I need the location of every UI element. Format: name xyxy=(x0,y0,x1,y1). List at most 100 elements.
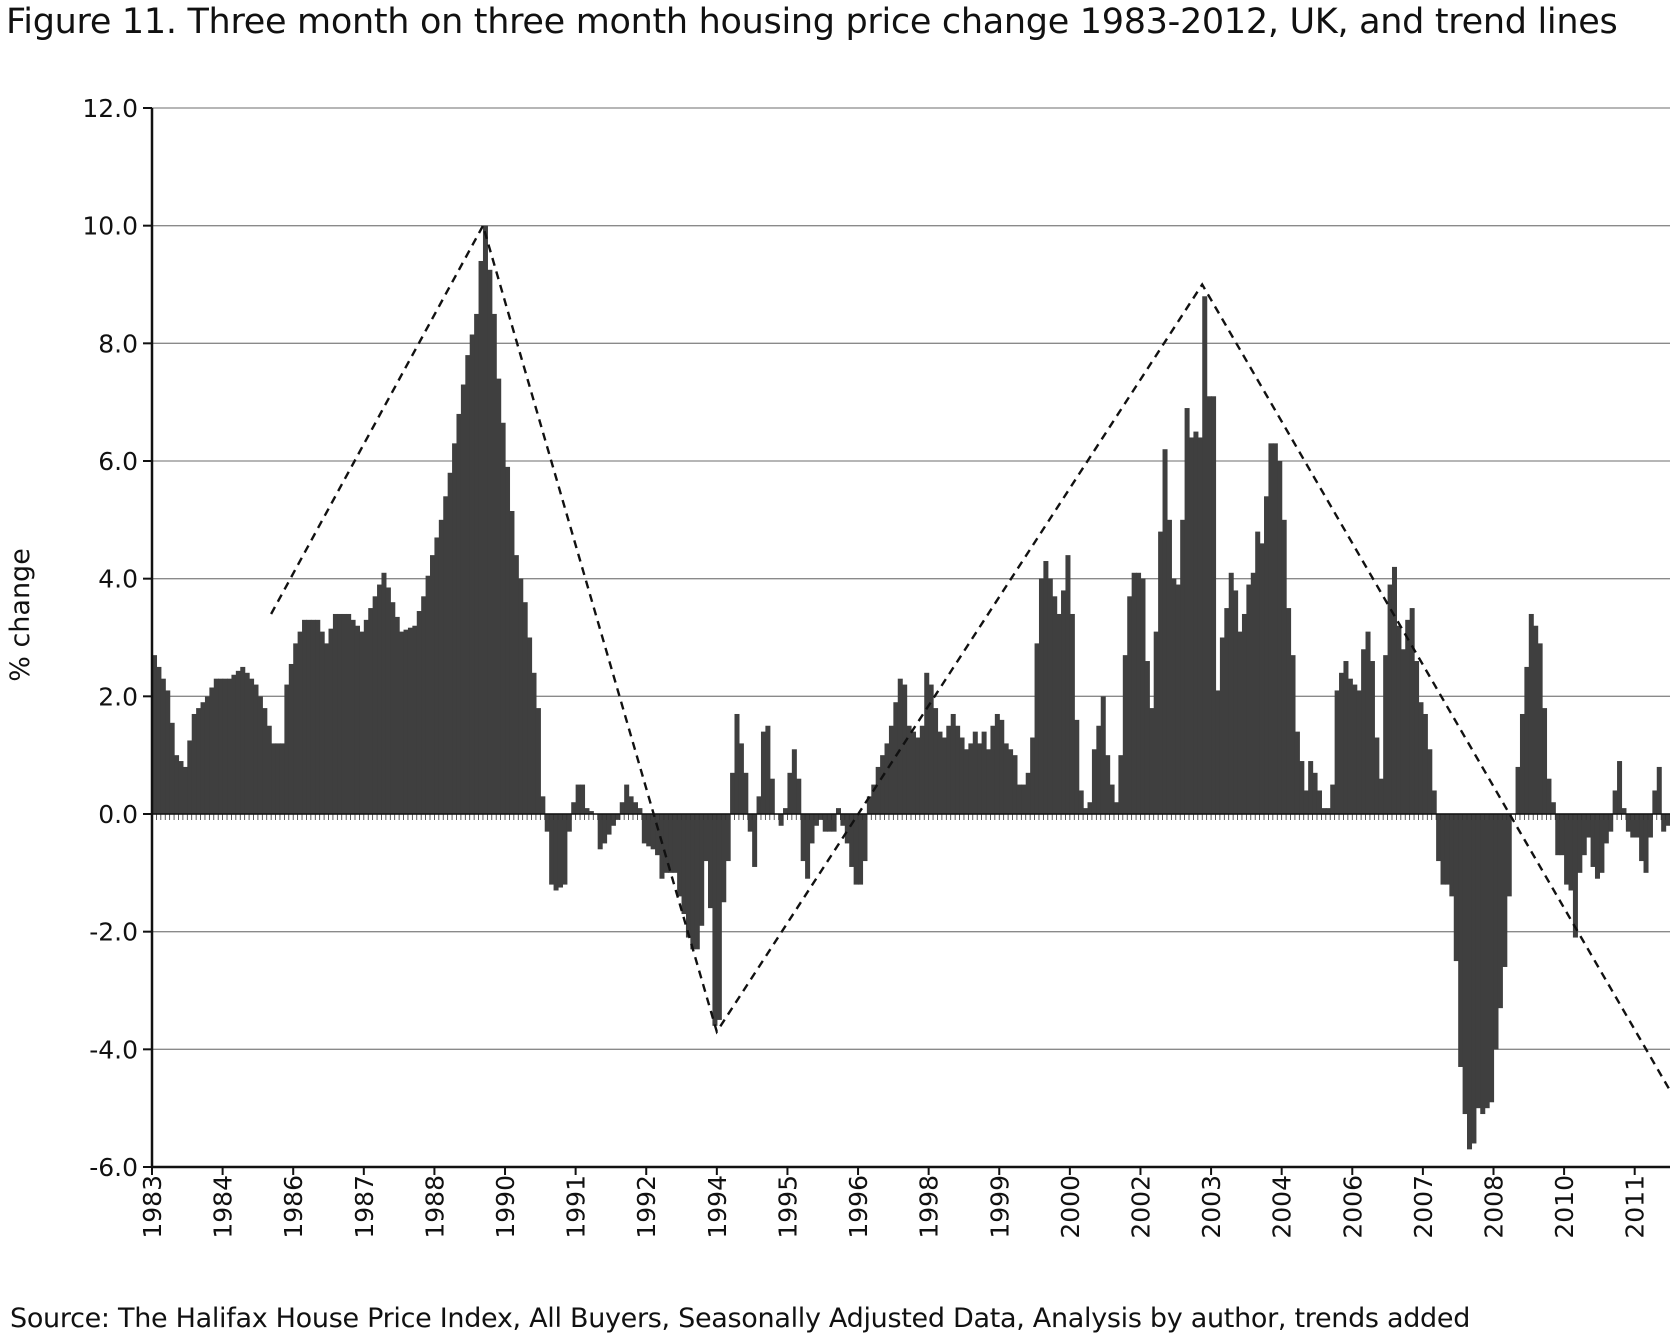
bar xyxy=(637,808,643,814)
bar xyxy=(390,602,396,814)
bar xyxy=(818,814,824,820)
figure-title: Figure 11. Three month on three month ho… xyxy=(6,2,1618,42)
bar xyxy=(858,814,864,885)
bar xyxy=(540,796,546,814)
bar xyxy=(1158,531,1164,814)
bar xyxy=(610,814,616,826)
bar xyxy=(646,814,652,847)
bar xyxy=(1206,396,1212,814)
y-tick-label: 8.0 xyxy=(98,329,138,358)
bar xyxy=(906,725,912,814)
bar xyxy=(602,814,608,844)
bar xyxy=(385,587,391,814)
bar xyxy=(893,702,899,814)
bar xyxy=(1621,808,1627,814)
bar xyxy=(1436,814,1442,862)
bar xyxy=(460,384,466,814)
bar xyxy=(1374,737,1380,814)
bar xyxy=(1537,643,1543,814)
bar xyxy=(279,743,285,814)
bar xyxy=(1171,578,1177,814)
bar xyxy=(1515,766,1521,814)
bar xyxy=(1480,814,1486,1115)
bar xyxy=(615,814,621,820)
bar xyxy=(235,670,241,814)
bar xyxy=(469,334,475,814)
bar xyxy=(641,814,647,844)
bar xyxy=(1467,814,1473,1150)
bar xyxy=(884,743,890,814)
bar xyxy=(1021,784,1027,814)
bar xyxy=(474,313,480,814)
bar xyxy=(1458,814,1464,1067)
bar xyxy=(1603,814,1609,844)
bar xyxy=(1241,613,1247,814)
bar xyxy=(1219,637,1225,814)
bar xyxy=(1316,790,1322,814)
bar xyxy=(257,696,263,814)
bar xyxy=(1074,719,1080,814)
bar xyxy=(690,814,696,950)
bar xyxy=(1299,761,1305,814)
bar xyxy=(1197,437,1203,814)
axes xyxy=(143,107,1670,1175)
y-tick-label: -6.0 xyxy=(89,1153,138,1182)
bar xyxy=(584,808,590,814)
bar xyxy=(253,684,259,814)
bar xyxy=(725,814,731,862)
bar xyxy=(1608,814,1614,832)
bar xyxy=(531,672,537,814)
bar xyxy=(1347,678,1353,814)
bar xyxy=(191,713,197,814)
bar xyxy=(1533,625,1539,814)
bar xyxy=(866,796,872,814)
bar xyxy=(1052,596,1058,814)
bar xyxy=(557,814,563,888)
bar xyxy=(1091,749,1097,814)
bar xyxy=(1387,584,1393,814)
bar xyxy=(1140,578,1146,814)
bar xyxy=(1325,808,1331,814)
bar xyxy=(1162,449,1168,814)
bar xyxy=(332,613,338,814)
bar xyxy=(783,808,789,814)
bar xyxy=(597,814,603,850)
bar xyxy=(160,678,166,814)
bar xyxy=(1414,661,1420,814)
bar xyxy=(897,678,903,814)
x-tick-label: 1984 xyxy=(209,1175,238,1239)
bar xyxy=(200,702,206,814)
bar xyxy=(844,814,850,844)
bar xyxy=(1312,772,1318,814)
bar xyxy=(1003,743,1009,814)
bar xyxy=(443,496,449,814)
bar xyxy=(407,627,413,814)
bar xyxy=(1025,772,1031,814)
bar xyxy=(1193,431,1199,814)
bar xyxy=(580,784,586,814)
bar xyxy=(310,619,316,814)
bar xyxy=(827,814,833,832)
bar xyxy=(416,611,422,814)
bar xyxy=(849,814,855,867)
bar xyxy=(1475,814,1481,1109)
bar xyxy=(963,749,969,814)
bar xyxy=(1250,572,1256,814)
bar xyxy=(1118,755,1124,814)
bar xyxy=(1281,519,1287,814)
bar xyxy=(1409,608,1415,814)
bar xyxy=(222,678,228,814)
bar xyxy=(1405,619,1411,814)
bar xyxy=(288,663,294,814)
bar xyxy=(760,731,766,814)
x-tick-label: 1991 xyxy=(562,1175,591,1239)
bar xyxy=(266,725,272,814)
bar xyxy=(986,749,992,814)
bar xyxy=(487,269,493,814)
bar xyxy=(1431,790,1437,814)
bar xyxy=(465,355,471,814)
bar xyxy=(165,690,171,814)
x-tick-label: 1987 xyxy=(350,1175,379,1239)
bar xyxy=(1030,737,1036,814)
